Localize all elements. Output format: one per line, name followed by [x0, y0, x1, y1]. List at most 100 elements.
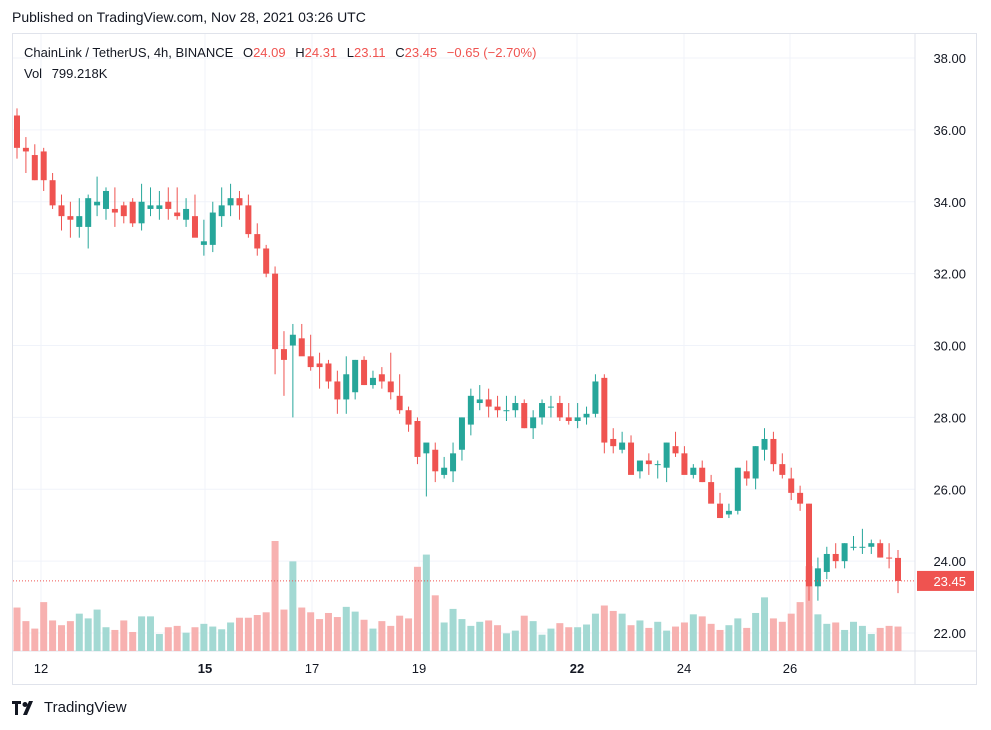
volume-bar	[458, 619, 466, 651]
candle-body	[556, 403, 563, 418]
volume-bar	[538, 634, 546, 651]
grid	[13, 33, 976, 685]
volume-bar	[298, 607, 306, 651]
volume-bar	[832, 622, 840, 651]
candle-body	[636, 460, 643, 472]
candle-body	[369, 377, 376, 386]
candle-body	[156, 205, 163, 209]
brand-name: TradingView	[44, 699, 127, 716]
candle	[200, 219, 207, 256]
volume-bar	[565, 627, 573, 651]
volume-bar	[431, 595, 439, 651]
tradingview-logo-icon	[12, 700, 33, 715]
volume-bar	[111, 629, 119, 651]
volume-bar	[102, 627, 110, 651]
price-tick-label: 30.00	[933, 339, 966, 354]
last-price-label: 23.45	[933, 574, 966, 589]
candle	[886, 543, 893, 569]
chart-frame[interactable]	[12, 33, 977, 685]
volume-bar	[485, 620, 493, 651]
candle-body	[227, 198, 234, 206]
candle	[895, 550, 901, 594]
volume-bar	[209, 626, 217, 651]
candle	[734, 467, 741, 515]
candle-body	[174, 212, 181, 217]
volume-bar	[556, 623, 564, 651]
volume-bar	[387, 625, 395, 651]
candle	[76, 198, 83, 238]
candle	[22, 137, 29, 174]
time-tick-label: 26	[783, 661, 797, 676]
volume-bar	[752, 612, 760, 651]
candle-body	[752, 446, 759, 479]
volume-bar	[57, 625, 65, 651]
candle-body	[583, 413, 590, 418]
volume-bar	[850, 621, 858, 651]
candle-body	[378, 374, 385, 382]
candle-body	[40, 151, 47, 181]
time-tick-label: 19	[412, 661, 426, 676]
price-tick-label: 26.00	[933, 482, 966, 497]
volume-bar	[324, 612, 332, 651]
volume-bar	[618, 613, 626, 651]
volume-bar	[885, 625, 893, 651]
candle	[423, 442, 430, 497]
candle	[369, 370, 376, 389]
candle-body	[681, 453, 688, 475]
volume-bar	[396, 615, 404, 651]
candle-body	[432, 449, 439, 472]
candle	[530, 410, 537, 439]
candle	[610, 428, 617, 454]
candle	[40, 147, 47, 191]
volume-bar	[262, 612, 270, 651]
high-label: H	[295, 45, 305, 60]
volume-bar	[761, 597, 769, 651]
volume-bar	[93, 609, 101, 651]
symbol-label: ChainLink / TetherUS, 4h, BINANCE	[24, 45, 234, 60]
candle	[361, 356, 368, 386]
candle	[325, 359, 332, 389]
candle-body	[191, 216, 198, 238]
candle	[227, 183, 234, 217]
footer[interactable]: TradingView	[12, 699, 127, 716]
volume-bar	[449, 608, 457, 651]
volume-bar	[280, 609, 288, 651]
candle	[512, 395, 519, 418]
volume-bar	[502, 633, 510, 651]
candle-body	[352, 359, 359, 393]
volume-bar	[164, 627, 172, 651]
candle	[636, 460, 643, 479]
volume-bar	[858, 625, 866, 651]
change-value: −0.65 (−2.70%)	[446, 45, 537, 60]
volume-bar	[413, 566, 421, 651]
volume-bar	[600, 605, 608, 651]
candle	[14, 108, 20, 159]
candle-body	[423, 442, 430, 454]
volume-bar	[609, 610, 617, 651]
volume-bar	[31, 628, 39, 651]
volume-label: Vol	[24, 66, 43, 81]
candle	[859, 528, 866, 554]
candle-body	[663, 442, 670, 468]
candle	[574, 403, 581, 429]
candle-body	[414, 420, 421, 457]
high-value: 24.31	[304, 45, 338, 60]
candle-body	[645, 460, 652, 465]
volume-bar	[689, 614, 697, 651]
candle-body	[699, 467, 706, 483]
time-tick-label: 17	[305, 661, 319, 676]
candle-body	[743, 471, 750, 479]
volume-bar	[227, 622, 235, 651]
candle-body	[850, 546, 857, 548]
candle-body	[610, 438, 617, 447]
candle	[539, 399, 546, 425]
candle-body	[236, 198, 243, 206]
candle	[343, 356, 350, 414]
candle-body	[200, 241, 207, 245]
volume-bar	[191, 627, 199, 651]
candle-body	[832, 553, 839, 562]
candle	[779, 453, 786, 479]
candle-body	[218, 205, 225, 217]
volume-bar	[743, 627, 751, 651]
